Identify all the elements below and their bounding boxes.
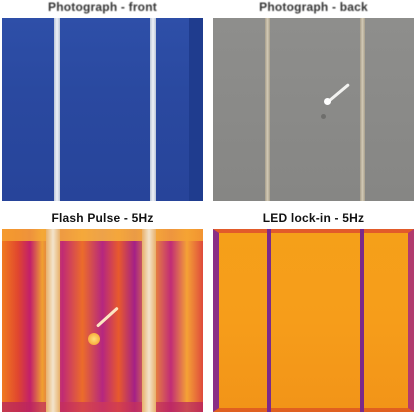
busbar-left <box>267 229 271 412</box>
photograph-back-panel <box>213 18 414 201</box>
panel-label-led-lock-in: LED lock-in - 5Hz <box>262 211 365 225</box>
busbar-right <box>150 18 156 201</box>
busbar-right <box>360 18 365 201</box>
busbar-right <box>142 229 156 412</box>
busbar-left <box>265 18 270 201</box>
busbar-right <box>360 229 364 412</box>
dark-spot <box>321 114 326 119</box>
bottom-band <box>2 402 203 412</box>
flash-pulse-thermal-panel <box>2 229 203 412</box>
busbar-left <box>54 18 60 201</box>
led-lock-in-panel <box>213 229 414 412</box>
panel-label-flash-pulse: Flash Pulse - 5Hz <box>51 211 154 225</box>
top-band <box>2 229 203 241</box>
photograph-front-panel <box>2 18 203 201</box>
cell-frame <box>213 229 414 412</box>
crack-mark <box>95 306 119 328</box>
busbar-left <box>46 229 60 412</box>
crack-origin <box>324 98 331 105</box>
hot-spot <box>88 333 100 345</box>
panel-label-photograph-back: Photograph - back <box>259 0 368 14</box>
panel-label-photograph-front: Photograph - front <box>48 0 157 14</box>
cell-edge <box>189 18 203 201</box>
